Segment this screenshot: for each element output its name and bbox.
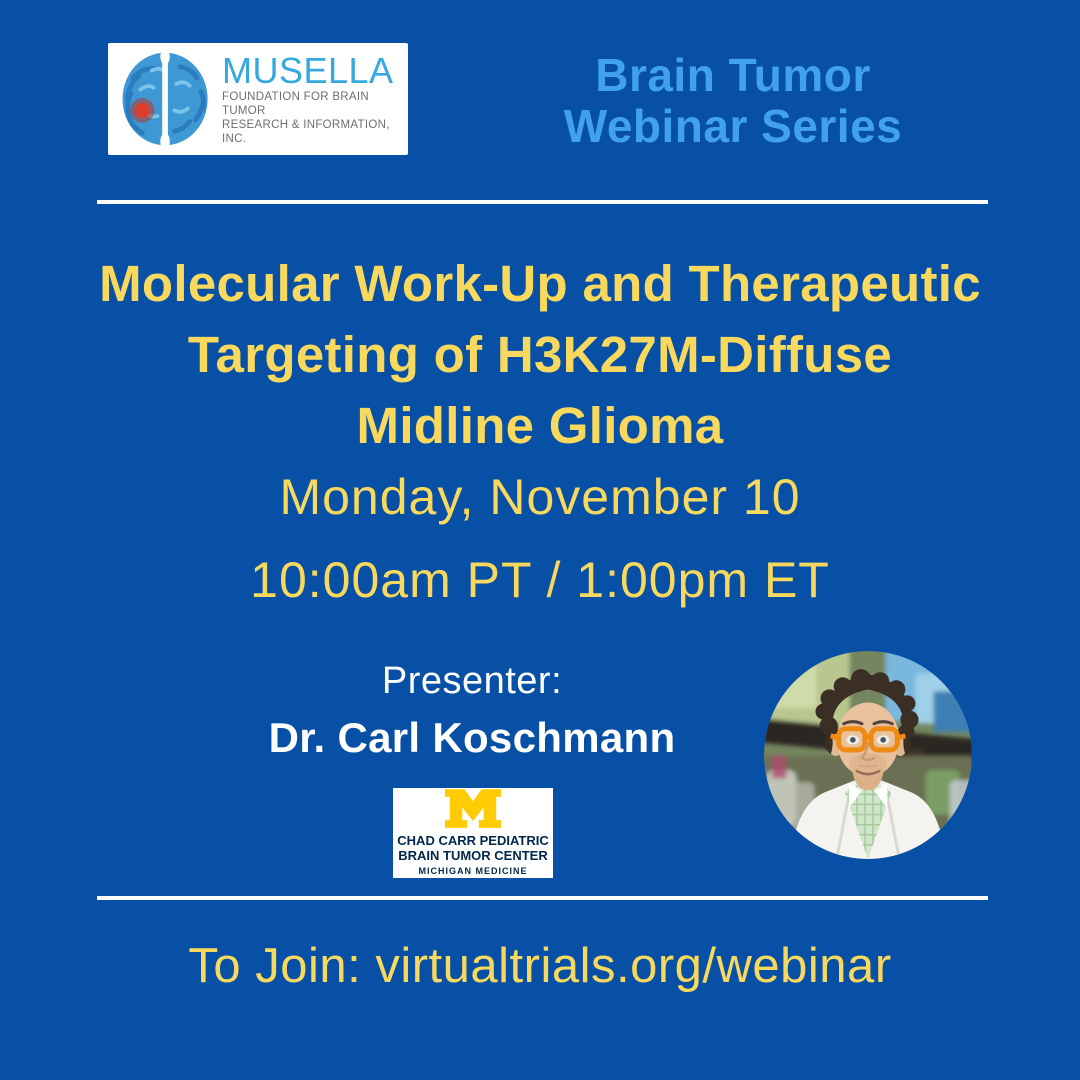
webinar-time: 10:00am PT / 1:00pm ET [250,552,830,608]
webinar-title-line2: Targeting of H3K27M-Diffuse [187,326,893,383]
brain-tumor-icon [114,47,218,151]
affiliation-line3: MICHIGAN MEDICINE [418,866,528,876]
bottom-divider [97,896,988,900]
affiliation-line1: CHAD CARR PEDIATRIC [397,833,549,848]
webinar-date: Monday, November 10 [279,469,801,525]
michigan-block-m-icon [444,789,502,833]
affiliation-line2: BRAIN TUMOR CENTER [398,847,548,863]
presenter-photo [764,651,972,859]
musella-subtitle-line2: RESEARCH & INFORMATION, INC. [222,119,390,145]
presenter-label: Presenter: [381,660,563,702]
chad-carr-center-logo: CHAD CARR PEDIATRIC BRAIN TUMOR CENTER M… [393,788,553,878]
presenter-name: Dr. Carl Koschmann [268,714,676,761]
webinar-title: Molecular Work-Up and Therapeutic Target… [0,248,1080,461]
webinar-title-line1: Molecular Work-Up and Therapeutic [99,255,981,312]
top-divider [97,200,988,204]
series-title-line1: Brain Tumor [595,49,871,101]
musella-logo-text: MUSELLA FOUNDATION FOR BRAIN TUMOR RESEA… [222,52,408,146]
musella-foundation-logo: MUSELLA FOUNDATION FOR BRAIN TUMOR RESEA… [108,43,408,155]
musella-brand-name: MUSELLA [222,50,394,91]
webinar-title-line3: Midline Glioma [356,397,724,454]
series-title-line2: Webinar Series [563,100,903,152]
musella-subtitle-line1: FOUNDATION FOR BRAIN TUMOR [222,91,369,117]
join-url-text: To Join: virtualtrials.org/webinar [188,939,892,993]
series-title: Brain Tumor Webinar Series [486,50,980,152]
